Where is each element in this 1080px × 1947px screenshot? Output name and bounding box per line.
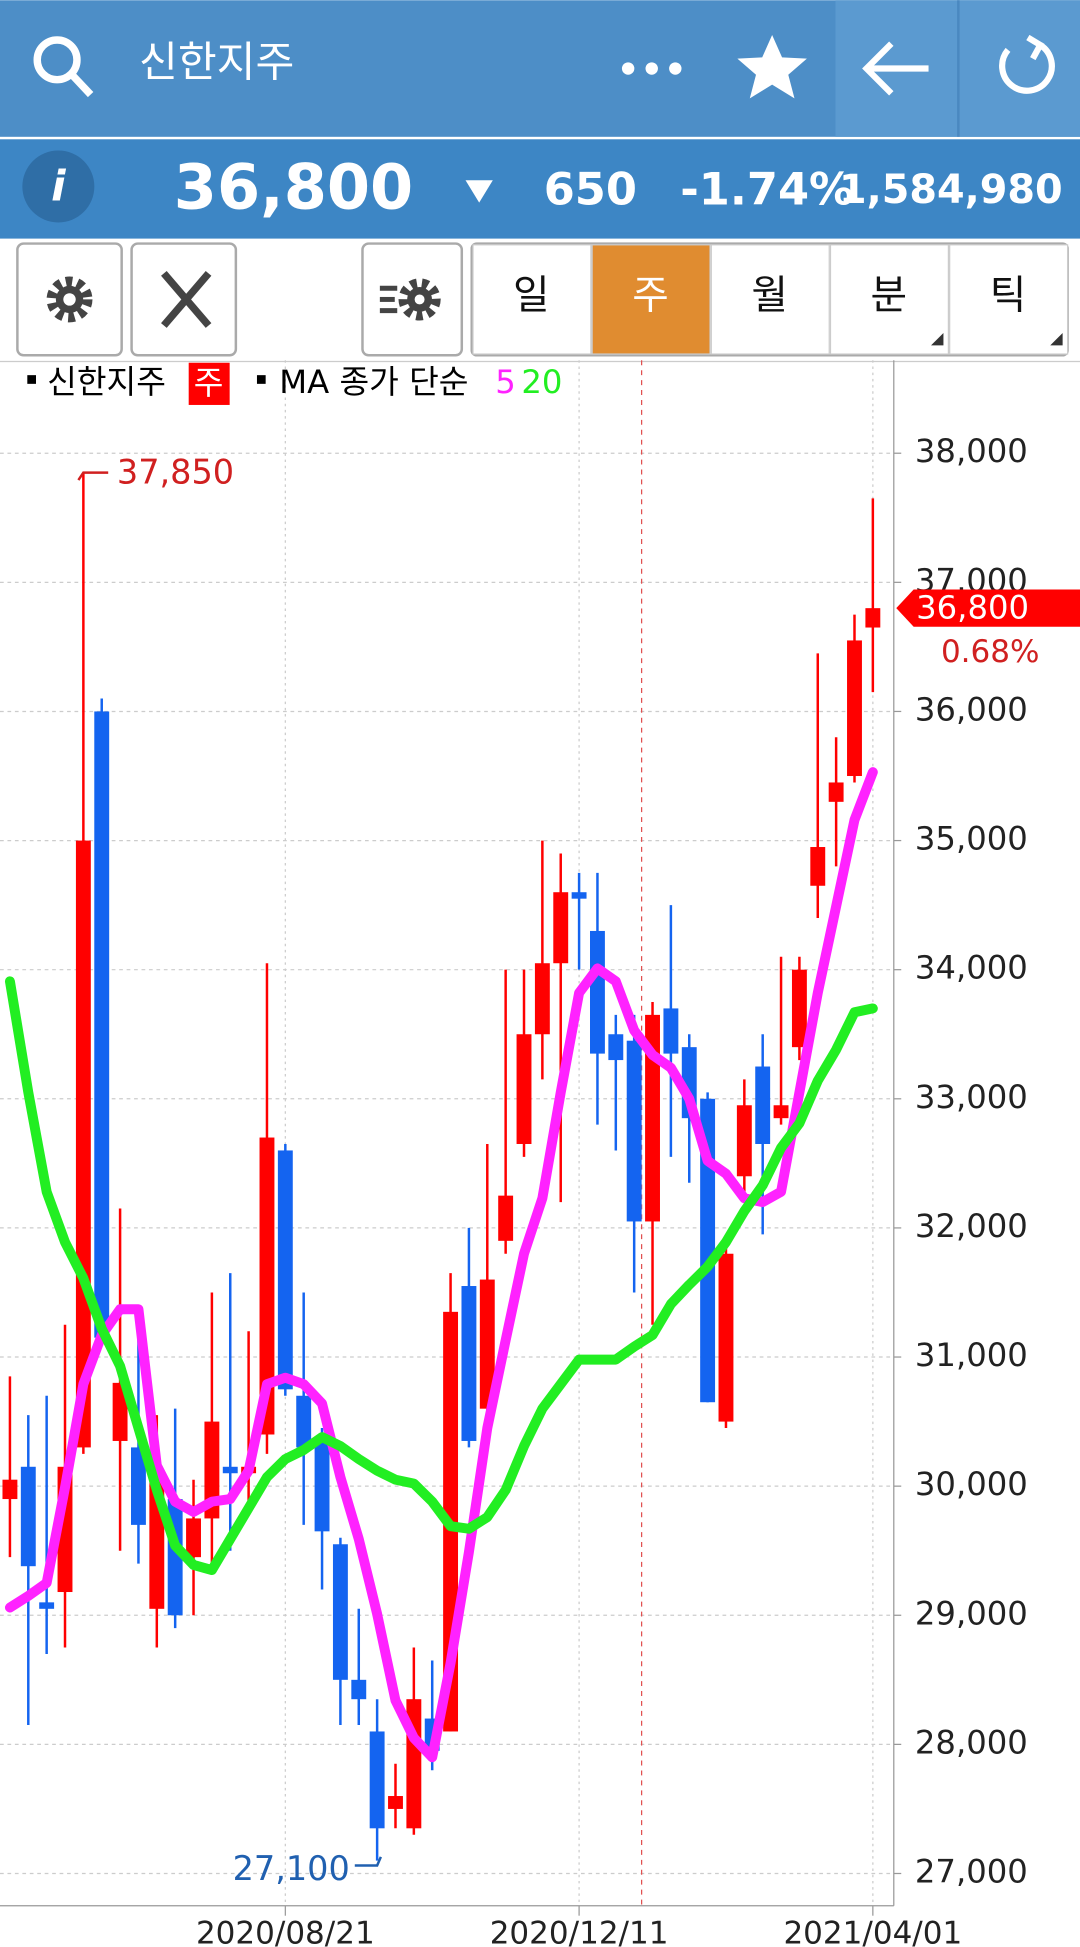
candle-body bbox=[479, 1279, 495, 1409]
y-tick-label: 33,000 bbox=[915, 1078, 1028, 1116]
indicator-settings-button[interactable] bbox=[361, 242, 464, 357]
candle-body bbox=[773, 1105, 789, 1119]
candle-body bbox=[847, 640, 862, 777]
y-tick-label: 35,000 bbox=[915, 820, 1028, 858]
legend-marker bbox=[256, 375, 266, 384]
stock-title[interactable]: 신한지주 bbox=[139, 37, 294, 86]
min-arrow bbox=[354, 1856, 382, 1867]
candle-body bbox=[94, 711, 110, 1338]
candle-body bbox=[296, 1395, 312, 1448]
y-tick-label: 38,000 bbox=[915, 432, 1028, 470]
last-change-label: 0.68% bbox=[941, 634, 1040, 670]
legend-ma5: 5 bbox=[495, 363, 516, 401]
candle-body bbox=[626, 1040, 642, 1222]
more-button[interactable] bbox=[621, 62, 682, 75]
candle-body bbox=[259, 1137, 275, 1435]
tab-label[interactable]: 일 bbox=[513, 273, 550, 319]
change: 650 bbox=[544, 164, 637, 216]
candle-body bbox=[204, 1421, 220, 1519]
tab[interactable] bbox=[710, 244, 830, 355]
volume: 1,584,980 bbox=[839, 167, 1063, 213]
candle-body bbox=[2, 1479, 18, 1500]
y-tick-label: 28,000 bbox=[915, 1723, 1028, 1761]
legend-ma20: 20 bbox=[521, 363, 562, 401]
candle-body bbox=[700, 1098, 716, 1403]
candle-body bbox=[571, 892, 587, 899]
x-tick-label: 2020/08/21 bbox=[196, 1915, 375, 1947]
price: 36,800 bbox=[174, 151, 413, 224]
legend-ma-label: MA 종가 단순 bbox=[279, 363, 468, 401]
candle-body bbox=[865, 608, 881, 628]
candle-body bbox=[810, 847, 826, 886]
candle-body bbox=[534, 963, 550, 1035]
search-icon[interactable] bbox=[33, 36, 94, 98]
legend-marker bbox=[27, 375, 36, 384]
candle-body bbox=[718, 1253, 734, 1422]
tab-label[interactable]: 분 bbox=[871, 273, 908, 319]
y-tick-label: 31,000 bbox=[915, 1336, 1028, 1374]
info-button[interactable] bbox=[22, 150, 95, 223]
candle-body bbox=[131, 1447, 146, 1525]
candle-body bbox=[516, 1034, 532, 1144]
min-label: 27,100 bbox=[233, 1849, 350, 1888]
tab[interactable] bbox=[829, 244, 950, 355]
candle-body bbox=[369, 1731, 385, 1829]
y-tick-label: 27,000 bbox=[915, 1852, 1028, 1890]
tab-label[interactable]: 월 bbox=[751, 273, 788, 319]
candle-body bbox=[791, 969, 807, 1048]
max-label: 37,850 bbox=[117, 452, 234, 491]
down-arrow bbox=[465, 180, 493, 203]
candle-body bbox=[186, 1518, 201, 1558]
candle-body bbox=[608, 1034, 624, 1061]
candle-body bbox=[388, 1796, 403, 1809]
tab[interactable] bbox=[949, 244, 1069, 355]
candle-body bbox=[277, 1150, 293, 1390]
tab[interactable] bbox=[591, 244, 711, 355]
candle-body bbox=[112, 1382, 128, 1441]
back-button[interactable] bbox=[862, 41, 929, 96]
candle-body bbox=[590, 930, 605, 1054]
x-tick-label: 2020/12/11 bbox=[490, 1915, 669, 1947]
ma-line bbox=[4, 976, 878, 1576]
y-tick-label: 29,000 bbox=[915, 1594, 1028, 1632]
quote-bar bbox=[0, 139, 1080, 239]
candle-body bbox=[332, 1544, 348, 1680]
candle-body bbox=[498, 1195, 514, 1241]
candle-body bbox=[663, 1008, 679, 1054]
y-tick-label: 32,000 bbox=[915, 1207, 1028, 1245]
last-price-tag bbox=[896, 589, 1080, 627]
settings-button[interactable] bbox=[16, 242, 123, 357]
candle-body bbox=[645, 1014, 660, 1222]
info-icon: i bbox=[51, 161, 66, 210]
last-price-label: 36,800 bbox=[916, 588, 1029, 626]
legend-name: 신한지주 bbox=[47, 363, 166, 401]
y-tick-label: 30,000 bbox=[915, 1465, 1028, 1503]
candle-body bbox=[828, 782, 844, 802]
favorite-button[interactable] bbox=[737, 35, 807, 99]
legend-period-badge bbox=[188, 362, 230, 405]
x-tick-label: 2021/04/01 bbox=[783, 1915, 962, 1947]
candle-body bbox=[736, 1105, 752, 1177]
candle-body bbox=[20, 1466, 36, 1567]
tab[interactable] bbox=[472, 244, 592, 355]
candle-body bbox=[755, 1066, 771, 1144]
candle-body bbox=[314, 1440, 330, 1532]
tab-label[interactable]: 주 bbox=[632, 273, 669, 319]
tools-button[interactable] bbox=[130, 242, 238, 357]
y-tick-label: 34,000 bbox=[915, 949, 1028, 987]
candle-body bbox=[39, 1602, 55, 1609]
y-tick-label: 36,000 bbox=[915, 690, 1028, 728]
candle-body bbox=[553, 892, 569, 964]
change-pct: -1.74% bbox=[680, 164, 854, 216]
candle-body bbox=[351, 1679, 367, 1700]
max-arrow bbox=[77, 471, 109, 481]
tab-label[interactable]: 틱 bbox=[990, 273, 1027, 319]
candle-body bbox=[461, 1286, 477, 1441]
refresh-button[interactable] bbox=[999, 34, 1055, 94]
candle-body bbox=[222, 1466, 238, 1474]
ma-line bbox=[4, 767, 878, 1763]
legend-period: 주 bbox=[194, 364, 224, 402]
